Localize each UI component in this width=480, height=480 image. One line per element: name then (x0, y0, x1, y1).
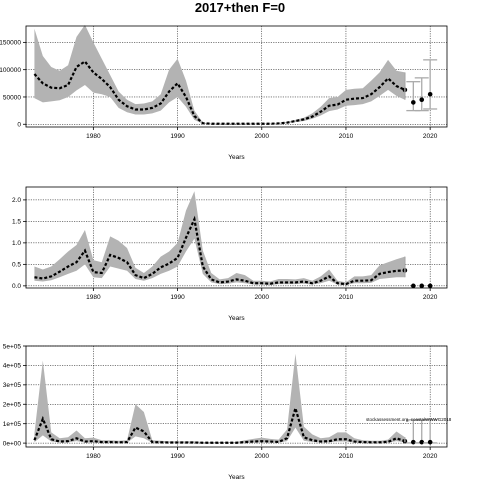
x-axis-label: Years (228, 315, 245, 322)
y-tick-label: 0e+00 (3, 440, 22, 447)
x-tick-label: 2020 (423, 294, 438, 301)
x-axis-label: Years (228, 474, 245, 480)
forecast-point (427, 91, 433, 97)
watermark-annotation: stockassessment.org, coastalWWWG2018 (366, 417, 452, 422)
x-tick-label: 1990 (170, 133, 185, 140)
x-tick-label: 1980 (86, 294, 101, 301)
y-tick-label: 5e+05 (3, 343, 22, 350)
y-tick-label: 150000 (0, 40, 21, 47)
chart-panel-1: 1980 1990 2000 2010 2020 0 50000 100000 150000 Ye… (0, 24, 448, 161)
y-tick-label: 2e+05 (3, 402, 22, 409)
x-axis-label: Years (228, 154, 245, 161)
x-tick-label: 2010 (339, 294, 354, 301)
y-tick-label: 4e+05 (3, 363, 22, 370)
y-tick-label: 50000 (3, 94, 21, 101)
forecast-point (419, 97, 425, 103)
y-tick-label: 0.0 (12, 283, 21, 290)
forecast-point (411, 439, 416, 445)
estimate-line (33, 60, 406, 125)
y-tick-label: 3e+05 (3, 382, 22, 389)
forecast-point (427, 439, 433, 445)
forecast-point (419, 283, 425, 289)
confidence-band (34, 24, 405, 124)
forecast-point (427, 283, 433, 289)
y-tick-label: 100000 (0, 67, 21, 74)
forecast-point (419, 439, 425, 445)
chart-panel-3: 1980 1990 2000 2010 2020 0e+00 1e+05 2e+05 3e+05… (3, 343, 448, 480)
y-tick-label: 1e+05 (3, 421, 22, 428)
panels: 1980 1990 2000 2010 2020 0 50000 100000 150000 Ye… (0, 24, 452, 480)
x-tick-label: 2000 (255, 453, 270, 460)
confidence-band (34, 353, 405, 443)
x-tick-label: 2020 (423, 133, 438, 140)
x-tick-label: 2010 (339, 133, 354, 140)
x-tick-label: 1980 (86, 133, 101, 140)
plot-frame (25, 345, 448, 448)
y-tick-label: 1.0 (12, 240, 21, 247)
x-tick-label: 2000 (255, 133, 270, 140)
chart-title: 2017+then F=0 (195, 0, 285, 15)
plot-frame (25, 25, 448, 128)
chart-panel-2: 1980 1990 2000 2010 2020 0.0 0.5 1.0 1.5 2.0 Years (12, 186, 448, 322)
y-tick-label: 2.0 (12, 197, 21, 204)
forecast-point (411, 283, 416, 289)
x-tick-label: 2010 (339, 453, 354, 460)
y-tick-label: 1.5 (12, 219, 21, 226)
forecast-point (411, 100, 416, 105)
x-tick-label: 1980 (86, 453, 101, 460)
estimate-line (34, 215, 405, 286)
y-tick-label: 0.5 (12, 262, 21, 269)
plot-frame (25, 186, 448, 289)
confidence-band (34, 191, 405, 285)
x-tick-label: 1990 (170, 453, 185, 460)
x-tick-label: 1990 (170, 294, 185, 301)
estimate-line (33, 404, 406, 444)
y-tick-label: 0 (17, 122, 21, 129)
x-tick-label: 2020 (423, 453, 438, 460)
x-tick-label: 2000 (255, 294, 270, 301)
